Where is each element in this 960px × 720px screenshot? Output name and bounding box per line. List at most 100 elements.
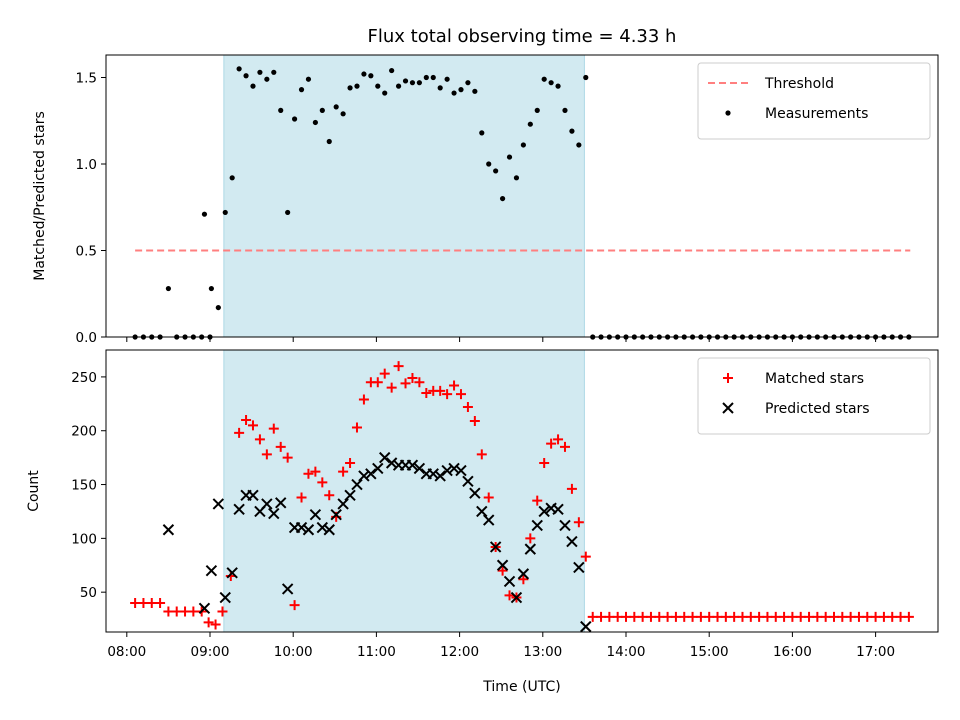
data-point — [375, 83, 381, 89]
data-point — [254, 434, 265, 445]
data-point — [295, 521, 308, 534]
legend: Threshold Measurements — [697, 62, 931, 140]
y-tick-label: 50 — [80, 585, 97, 601]
data-point — [562, 107, 568, 113]
data-point — [451, 90, 457, 96]
data-point — [337, 498, 349, 510]
chart-title: Flux total observing time = 4.33 h — [368, 26, 677, 47]
data-point — [208, 285, 214, 292]
data-point — [340, 111, 346, 117]
data-point — [503, 575, 516, 588]
data-point — [400, 378, 411, 389]
data-point — [541, 76, 547, 82]
data-point — [229, 175, 235, 181]
data-point — [268, 423, 279, 434]
data-point — [455, 464, 467, 477]
data-point — [324, 490, 335, 501]
data-point — [580, 551, 591, 562]
data-point — [465, 80, 471, 86]
data-point — [361, 71, 367, 77]
data-point — [222, 209, 228, 216]
x-axis-label: Time (UTC) — [482, 679, 560, 695]
data-point — [333, 104, 339, 110]
data-point — [261, 449, 272, 460]
data-point — [201, 211, 208, 217]
data-point — [155, 597, 166, 608]
data-point — [275, 441, 286, 452]
data-point — [354, 83, 360, 89]
x-tick-label: 10:00 — [274, 644, 313, 660]
data-point — [291, 116, 298, 122]
data-point — [317, 477, 328, 488]
series-matched-stars — [130, 361, 914, 630]
y-tick-label: 0.5 — [76, 243, 97, 259]
data-point — [233, 503, 245, 516]
data-point — [236, 66, 242, 72]
data-point — [448, 462, 460, 475]
data-point — [203, 617, 214, 628]
data-point — [330, 508, 342, 521]
data-point — [205, 564, 218, 577]
data-point — [409, 80, 416, 86]
data-point — [552, 503, 564, 516]
data-point — [518, 574, 529, 585]
data-point — [506, 154, 513, 160]
data-point — [455, 389, 466, 400]
data-point — [372, 462, 384, 475]
data-point — [583, 74, 589, 81]
data-point — [548, 80, 554, 86]
data-point — [165, 285, 171, 292]
data-point — [215, 304, 221, 311]
data-point — [212, 498, 225, 510]
x-tick-label: 09:00 — [191, 644, 230, 660]
data-point — [210, 619, 221, 630]
data-point — [566, 483, 577, 494]
data-point — [539, 458, 550, 469]
data-point — [319, 107, 325, 113]
x-tick-label: 15:00 — [690, 644, 729, 660]
data-point — [268, 507, 280, 520]
data-point — [379, 368, 390, 379]
data-point — [476, 505, 488, 518]
data-point — [310, 466, 321, 477]
data-point — [496, 559, 509, 571]
y-tick-label: 250 — [71, 370, 97, 386]
data-point — [573, 517, 584, 528]
data-point — [250, 83, 256, 89]
data-point — [312, 119, 318, 126]
legend-entry-label: Matched stars — [765, 371, 864, 387]
data-point — [358, 470, 370, 482]
data-point — [302, 524, 315, 536]
data-point — [278, 107, 284, 113]
data-point — [217, 606, 228, 617]
data-point — [532, 495, 543, 506]
data-point — [493, 168, 499, 174]
data-point — [476, 449, 487, 460]
data-point — [365, 468, 377, 480]
data-point — [553, 434, 564, 445]
data-point — [458, 87, 464, 93]
legend-entry-label: Predicted stars — [765, 401, 870, 417]
y-tick-label: 100 — [71, 531, 97, 547]
data-point — [305, 76, 312, 82]
legend-entry-label: Threshold — [764, 76, 834, 92]
data-point — [372, 377, 383, 388]
data-point — [389, 67, 395, 74]
data-point — [385, 457, 398, 469]
data-point — [282, 452, 293, 463]
data-point — [247, 489, 259, 502]
y-axis-label: Count — [26, 470, 42, 512]
legend-marker-swatch — [722, 402, 734, 414]
data-point — [486, 161, 492, 167]
data-point — [347, 85, 353, 91]
data-point — [393, 361, 404, 372]
y-tick-label: 150 — [71, 478, 97, 494]
data-point — [296, 492, 307, 503]
series-measurements — [132, 66, 912, 340]
data-point — [472, 88, 478, 94]
data-point — [573, 561, 585, 574]
data-point — [449, 380, 460, 391]
data-point — [513, 175, 520, 181]
data-point — [345, 458, 356, 469]
data-point — [520, 142, 526, 148]
